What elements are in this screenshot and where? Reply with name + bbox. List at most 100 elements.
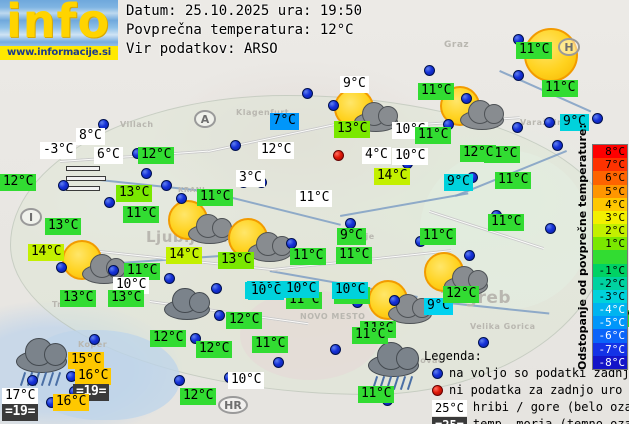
temperature-label[interactable]: 13°C	[108, 290, 145, 307]
temperature-label[interactable]: 13°C	[116, 185, 153, 202]
site-logo[interactable]: info www.informacije.si	[0, 0, 118, 60]
temperature-label[interactable]: 11°C	[352, 327, 389, 344]
temperature-label[interactable]: -3°C	[40, 142, 77, 159]
legend-row-nodata: ni podatka za zadnjo uro	[424, 382, 629, 399]
station-dot-available[interactable]	[89, 334, 100, 345]
temperature-label[interactable]: 11°C	[290, 248, 327, 265]
station-dot-available[interactable]	[190, 333, 201, 344]
temperature-label[interactable]: 14°C	[28, 244, 65, 261]
temperature-label[interactable]: 11°C	[420, 228, 457, 245]
temperature-label[interactable]: 10°C	[392, 148, 429, 165]
temperature-label[interactable]: 16°C	[75, 368, 112, 385]
temperature-label[interactable]: 12°C	[460, 145, 497, 162]
station-dot-available[interactable]	[461, 93, 472, 104]
temperature-label[interactable]: 10°C	[332, 282, 369, 299]
temperature-label[interactable]: =19=	[2, 404, 39, 421]
temperature-label[interactable]: 11°C	[124, 263, 161, 280]
temperature-label[interactable]: 9°C	[337, 228, 366, 245]
temperature-label[interactable]: 12°C	[258, 142, 295, 159]
temperature-label[interactable]: 11°C	[358, 386, 395, 403]
legend-label-mountain: hribi / gore (belo ozadje)	[472, 400, 629, 414]
temperature-label[interactable]: 12°C	[0, 174, 37, 191]
station-dot-available[interactable]	[592, 113, 603, 124]
station-dot-available[interactable]	[478, 337, 489, 348]
temperature-label[interactable]: 14°C	[166, 247, 203, 264]
temperature-label[interactable]: 11°C	[415, 127, 452, 144]
temperature-label[interactable]: 11°C	[542, 80, 579, 97]
station-dot-nodata[interactable]	[333, 150, 344, 161]
temperature-label[interactable]: 12°C	[138, 147, 175, 164]
scale-band: 1°C	[593, 237, 627, 251]
station-dot-available[interactable]	[141, 168, 152, 179]
temperature-label[interactable]: 10°C	[248, 283, 285, 300]
temperature-label[interactable]: 3°C	[236, 170, 265, 187]
station-dot-available[interactable]	[174, 375, 185, 386]
temperature-label[interactable]: 16°C	[53, 394, 90, 411]
temperature-label[interactable]: 12°C	[226, 312, 263, 329]
station-dot-available[interactable]	[544, 117, 555, 128]
temperature-label[interactable]: 11°C	[252, 336, 289, 353]
station-dot-available[interactable]	[389, 295, 400, 306]
temperature-label[interactable]: 11°C	[123, 206, 160, 223]
temperature-label[interactable]: 14°C	[374, 168, 411, 185]
station-dot-available[interactable]	[230, 140, 241, 151]
temperature-label[interactable]: 10°C	[283, 281, 320, 298]
station-dot-available[interactable]	[164, 273, 175, 284]
station-dot-available[interactable]	[328, 100, 339, 111]
temperature-label[interactable]: 13°C	[45, 218, 82, 235]
temperature-label[interactable]: 10°C	[228, 372, 265, 389]
temperature-label[interactable]: 13°C	[60, 290, 97, 307]
station-dot-available[interactable]	[302, 88, 313, 99]
station-dot-available[interactable]	[424, 65, 435, 76]
scale-band: -3°C	[593, 289, 627, 304]
scale-band	[593, 250, 627, 264]
temperature-label[interactable]: 9°C	[444, 174, 473, 191]
temperature-label[interactable]: 8°C	[76, 128, 105, 145]
station-dot-available[interactable]	[176, 193, 187, 204]
station-dot-available[interactable]	[104, 197, 115, 208]
station-dot-available[interactable]	[108, 265, 119, 276]
temperature-label[interactable]: 10°C	[113, 277, 150, 294]
scale-band: -2°C	[593, 276, 627, 290]
temperature-label[interactable]: 17°C	[2, 388, 39, 405]
station-dot-available[interactable]	[161, 180, 172, 191]
temperature-label[interactable]: 15°C	[68, 352, 105, 369]
scale-band: 8°C	[593, 145, 627, 159]
station-dot-available[interactable]	[513, 70, 524, 81]
temperature-label[interactable]: 11°C	[197, 189, 234, 206]
temperature-label[interactable]: 9°C	[560, 114, 589, 131]
station-dot-available[interactable]	[545, 223, 556, 234]
station-dot-available[interactable]	[273, 357, 284, 368]
temperature-label[interactable]: 11°C	[336, 247, 373, 264]
temperature-label[interactable]: 11°C	[296, 190, 333, 207]
station-dot-available[interactable]	[330, 344, 341, 355]
temperature-label[interactable]: 11°C	[488, 214, 525, 231]
temperature-label[interactable]: 11°C	[418, 83, 455, 100]
temperature-label[interactable]: 13°C	[334, 121, 371, 138]
station-dot-available[interactable]	[58, 180, 69, 191]
station-dot-available[interactable]	[552, 140, 563, 151]
country-code-badge-i: I	[20, 208, 42, 226]
temperature-label[interactable]: 12°C	[150, 330, 187, 347]
station-dot-available[interactable]	[211, 283, 222, 294]
scale-band: 5°C	[593, 184, 627, 198]
station-dot-available[interactable]	[214, 310, 225, 321]
temperature-label[interactable]: 12°C	[196, 341, 233, 358]
temperature-label[interactable]: 12°C	[180, 388, 217, 405]
temperature-label[interactable]: 13°C	[218, 252, 255, 269]
temperature-label[interactable]: 4°C	[362, 147, 391, 164]
station-dot-available[interactable]	[56, 262, 67, 273]
temperature-label[interactable]: 7°C	[270, 113, 299, 130]
legend: Legenda: na voljo so podatki zadnje ure …	[424, 348, 629, 424]
temperature-label[interactable]: 6°C	[94, 147, 123, 164]
legend-row-available: na voljo so podatki zadnje ure	[424, 365, 629, 382]
temperature-label[interactable]: 12°C	[443, 286, 480, 303]
temperature-label[interactable]: 9°C	[340, 76, 369, 93]
legend-row-mountain: 25°C hribi / gore (belo ozadje)	[424, 399, 629, 416]
temperature-label[interactable]: 11°C	[516, 42, 553, 59]
temperature-label[interactable]: 11°C	[495, 172, 532, 189]
station-dot-available[interactable]	[27, 375, 38, 386]
station-dot-available[interactable]	[512, 122, 523, 133]
station-dot-available[interactable]	[464, 250, 475, 261]
scale-band: 6°C	[593, 171, 627, 185]
